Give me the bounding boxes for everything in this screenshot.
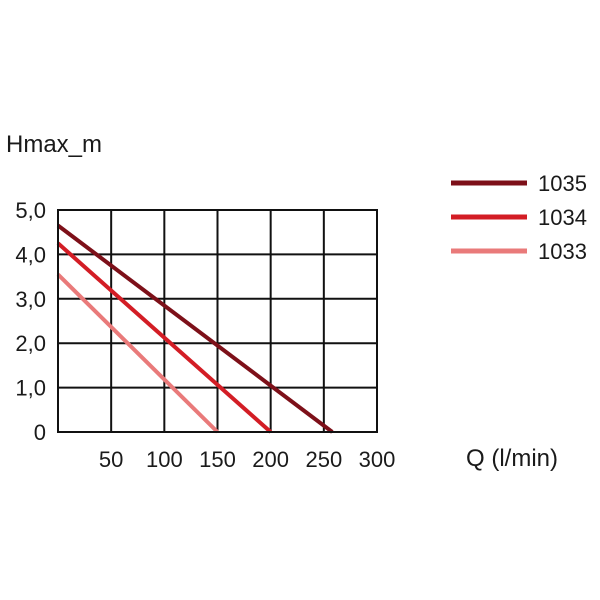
y-tick-label-4: 4,0 xyxy=(15,242,46,267)
series-line-1035 xyxy=(56,223,334,434)
series-line-1033 xyxy=(56,272,219,434)
y-axis-title: Hmax_m xyxy=(6,131,102,158)
x-tick-label-250: 250 xyxy=(305,447,342,472)
legend-label-1033: 1033 xyxy=(538,239,587,264)
series-lines xyxy=(56,223,334,434)
legend-label-1035: 1035 xyxy=(538,171,587,196)
x-tick-label-200: 200 xyxy=(252,447,289,472)
y-tick-label-1: 1,0 xyxy=(15,376,46,401)
legend-label-1034: 1034 xyxy=(538,205,587,230)
y-tick-label-0: 0 xyxy=(34,420,46,445)
plot-frame xyxy=(57,209,378,433)
y-tick-labels: 0 1,0 2,0 3,0 4,0 5,0 xyxy=(15,198,46,445)
x-tick-label-300: 300 xyxy=(359,447,396,472)
x-tick-label-50: 50 xyxy=(99,447,123,472)
x-tick-labels: 50 100 150 200 250 300 xyxy=(99,447,395,472)
series-line-1034 xyxy=(56,241,273,434)
y-tick-label-3: 3,0 xyxy=(15,287,46,312)
x-tick-label-100: 100 xyxy=(146,447,183,472)
x-tick-label-150: 150 xyxy=(199,447,236,472)
legend: 1035 1034 1033 xyxy=(451,171,587,264)
y-tick-label-5: 5,0 xyxy=(15,198,46,223)
y-tick-label-2: 2,0 xyxy=(15,331,46,356)
x-axis-title: Q (l/min) xyxy=(466,445,558,472)
